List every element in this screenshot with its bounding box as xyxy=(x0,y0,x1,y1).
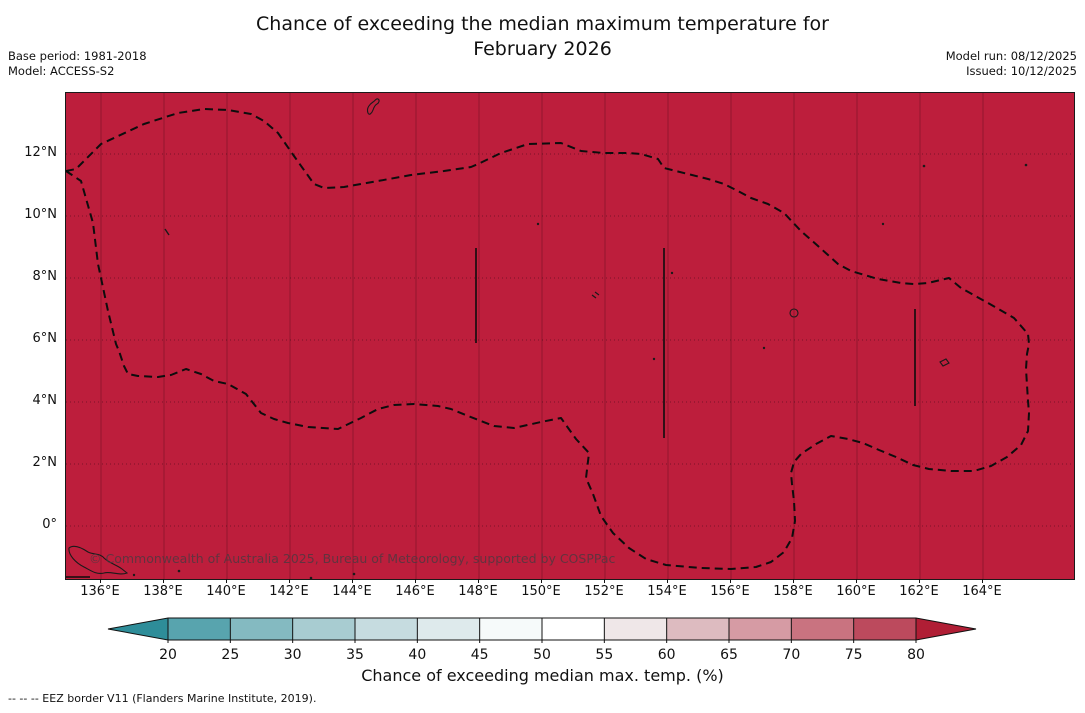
colorbar-tick-label: 40 xyxy=(408,647,426,663)
x-axis-tick xyxy=(919,579,920,583)
colorbar-tick-label: 55 xyxy=(595,647,613,663)
island-speck xyxy=(594,291,600,296)
colorbar-segment xyxy=(542,618,605,640)
colorbar-outline xyxy=(107,617,977,641)
eez-footnote: -- -- -- EEZ border V11 (Flanders Marine… xyxy=(8,692,317,705)
x-axis-tick xyxy=(100,579,101,583)
x-axis-tick xyxy=(667,579,668,583)
colorbar-segment xyxy=(479,618,543,640)
y-axis-label: 12°N xyxy=(24,145,57,160)
issued-label: Issued: 10/12/2025 xyxy=(966,64,1077,78)
x-axis-tick xyxy=(478,579,479,583)
y-axis-label: 4°N xyxy=(32,393,58,408)
x-axis-tick xyxy=(793,579,794,583)
colorbar-tick-label: 75 xyxy=(845,647,863,663)
colorbar-tick-label: 70 xyxy=(782,647,800,663)
colorbar-tick-label: 65 xyxy=(720,647,738,663)
colorbar-segment xyxy=(791,618,855,640)
y-axis-label: 6°N xyxy=(32,331,58,346)
island-speck xyxy=(762,346,766,350)
colorbar-segment xyxy=(230,618,294,640)
colorbar-tick-label: 60 xyxy=(658,647,676,663)
colorbar-segment xyxy=(355,618,418,640)
x-axis-label: 160°E xyxy=(836,584,876,599)
eez-border-path xyxy=(66,108,1030,570)
island-speck xyxy=(536,222,540,226)
y-axis-label: 8°N xyxy=(32,269,58,284)
x-axis-tick xyxy=(289,579,290,583)
page-title: Chance of exceeding the median maximum t… xyxy=(256,13,829,35)
colorbar-right-arrow xyxy=(916,618,976,640)
island-speck xyxy=(1024,163,1028,167)
colorbar-segment xyxy=(417,618,481,640)
forecast-map: © Commonwealth of Australia 2025, Bureau… xyxy=(65,92,1075,580)
colorbar: 20 25 30 35 40 45 50 55 60 65 70 75 80 xyxy=(107,617,977,663)
map-background xyxy=(66,93,1074,579)
map-canvas xyxy=(66,93,1074,579)
island-speck xyxy=(132,573,136,577)
x-axis-label: 152°E xyxy=(584,584,624,599)
x-axis-label: 142°E xyxy=(269,584,309,599)
colorbar-tick-label: 35 xyxy=(346,647,364,663)
colorbar-tick-label: 45 xyxy=(471,647,489,663)
island-speck xyxy=(670,271,674,275)
x-axis-label: 156°E xyxy=(710,584,750,599)
x-axis-label: 150°E xyxy=(521,584,561,599)
x-axis-label: 138°E xyxy=(143,584,183,599)
x-axis-label: 144°E xyxy=(332,584,372,599)
base-period-label: Base period: 1981-2018 xyxy=(8,49,147,63)
colorbar-tick-label: 20 xyxy=(159,647,177,663)
y-axis-label: 0° xyxy=(42,517,57,532)
x-axis-tick xyxy=(352,579,353,583)
colorbar-tick-label: 25 xyxy=(221,647,239,663)
y-axis-label: 10°N xyxy=(24,207,57,222)
latitude-gridlines xyxy=(66,153,1074,527)
x-axis-label: 162°E xyxy=(899,584,939,599)
island-speck xyxy=(922,164,926,168)
x-axis-label: 158°E xyxy=(773,584,813,599)
x-axis-tick xyxy=(415,579,416,583)
island-speck xyxy=(881,222,885,226)
x-axis-label: 148°E xyxy=(458,584,498,599)
model-label: Model: ACCESS-S2 xyxy=(8,64,115,78)
colorbar-tick-label: 50 xyxy=(533,647,551,663)
x-axis-tick xyxy=(226,579,227,583)
island-speck xyxy=(652,357,656,361)
colorbar-segment xyxy=(292,618,356,640)
island-outline-guam xyxy=(366,98,380,115)
island-speck xyxy=(591,294,597,299)
model-run-label: Model run: 08/12/2025 xyxy=(945,49,1077,63)
x-axis-label: 146°E xyxy=(395,584,435,599)
page-subtitle: February 2026 xyxy=(473,38,612,60)
island-speck xyxy=(352,572,356,576)
y-axis-label: 2°N xyxy=(32,455,58,470)
island-outline-pohnpei xyxy=(789,308,799,318)
x-axis-label: 164°E xyxy=(962,584,1002,599)
island-speck xyxy=(309,576,313,579)
x-axis-tick xyxy=(541,579,542,583)
island-outline-new-guinea xyxy=(68,545,129,575)
x-axis-tick xyxy=(856,579,857,583)
x-axis-tick xyxy=(982,579,983,583)
x-axis-label: 136°E xyxy=(80,584,120,599)
colorbar-tick-label: 80 xyxy=(907,647,925,663)
island-speck xyxy=(164,228,170,236)
x-axis-tick xyxy=(163,579,164,583)
x-axis-label: 154°E xyxy=(647,584,687,599)
longitude-gridlines xyxy=(100,93,984,579)
colorbar-segment xyxy=(729,618,792,640)
x-axis-label: 140°E xyxy=(206,584,246,599)
colorbar-title: Chance of exceeding median max. temp. (%… xyxy=(361,666,724,685)
colorbar-segment xyxy=(853,618,917,640)
colorbar-segment xyxy=(168,618,231,640)
x-axis-tick xyxy=(604,579,605,583)
colorbar-segment xyxy=(666,618,730,640)
x-axis-tick xyxy=(730,579,731,583)
colorbar-tick-label: 30 xyxy=(284,647,302,663)
colorbar-left-arrow xyxy=(108,618,168,640)
colorbar-segment xyxy=(604,618,668,640)
island-outline-kosrae xyxy=(939,358,950,367)
island-speck xyxy=(177,569,181,573)
